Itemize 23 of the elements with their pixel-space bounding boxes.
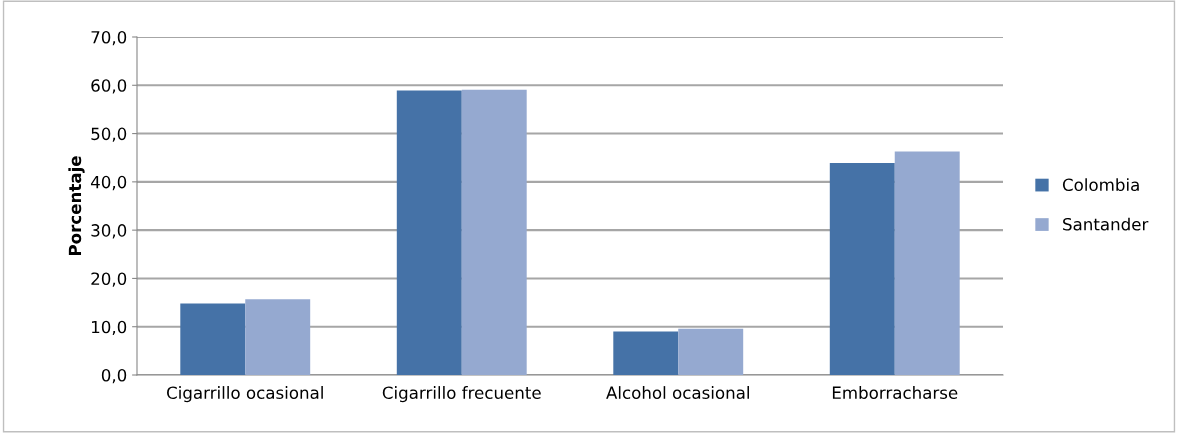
y-tick-label: 10,0 [92,320,127,335]
x-tick-label: Cigarrillo frecuente [382,386,541,403]
bar [678,328,744,375]
y-axis-title: Porcentaje [68,156,85,256]
x-tick-label: Alcohol ocasional [606,386,749,400]
bar [180,303,246,375]
y-tick-label: 70,0 [91,30,127,46]
bar [613,331,679,375]
y-tick-label: 30,0 [91,224,127,239]
bar [829,163,895,375]
bar [396,90,462,375]
bar [894,151,960,375]
bar [461,89,527,375]
y-tick-label: 0,0 [101,368,127,384]
y-tick-label: 60,0 [91,79,127,94]
y-tick-label: 50,0 [91,127,127,142]
x-tick-label: Cigarrillo ocasional [167,386,323,403]
legend-label: Colombia [1062,178,1139,192]
legend-label: Santander [1063,217,1149,231]
y-tick-label: 20,0 [91,272,127,287]
y-tick-label: 40,0 [90,175,127,191]
bar [245,299,311,375]
x-tick-label: Emborracharse [832,386,958,400]
